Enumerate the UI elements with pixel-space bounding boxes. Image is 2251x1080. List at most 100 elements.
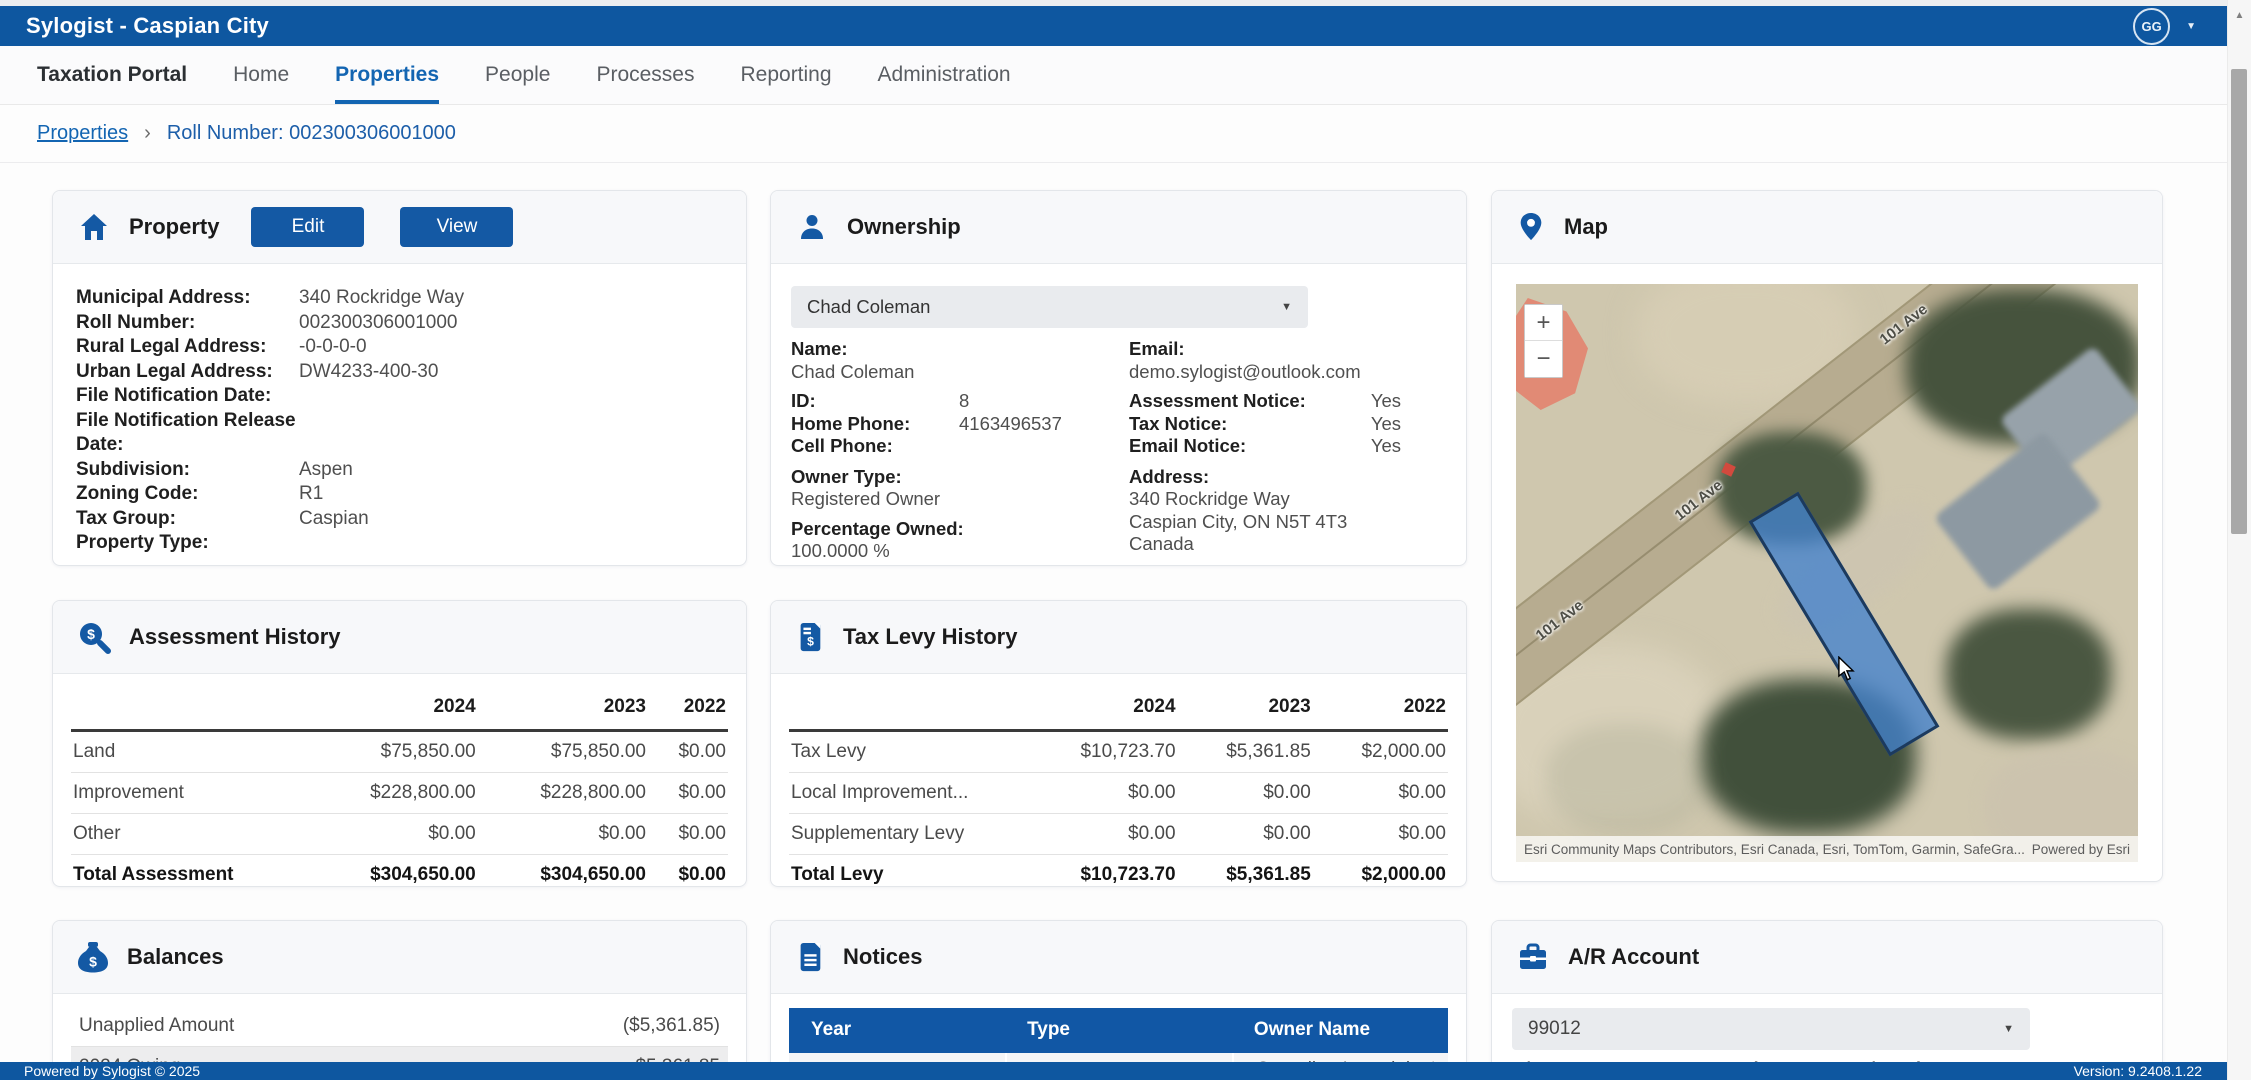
email-notice: Email Notice:Yes: [1129, 435, 1401, 458]
scrollbar-thumb[interactable]: [2231, 69, 2247, 534]
field-file-notification-release-date: File Notification Release Date:: [76, 409, 722, 458]
notices-table-header: Year Type Owner Name: [789, 1008, 1448, 1053]
owner-id: ID:8: [791, 390, 1129, 413]
map-card-title: Map: [1564, 214, 1608, 240]
breadcrumb-properties-link[interactable]: Properties: [37, 122, 128, 145]
year-header: 2023: [1178, 686, 1313, 731]
money-bag-icon: $: [77, 940, 109, 974]
field-urban-legal-address: Urban Legal Address:DW4233-400-30: [76, 360, 722, 385]
chevron-down-icon: ▼: [2003, 1023, 2014, 1035]
column-header-type: Type: [1005, 1008, 1232, 1053]
ar-account-select[interactable]: 99012 ▼: [1512, 1008, 2030, 1050]
tab-reporting[interactable]: Reporting: [740, 46, 831, 104]
notices-document-icon: [795, 940, 825, 974]
svg-text:$: $: [807, 634, 814, 648]
ownership-card: Ownership Chad Coleman ▼ Name: Chad Cole…: [770, 190, 1467, 566]
year-header: 2022: [1313, 686, 1448, 731]
table-row: Supplementary Levy $0.00 $0.00 $0.00: [789, 814, 1448, 855]
user-avatar[interactable]: GG: [2133, 8, 2170, 45]
assessment-history-table: 2024 2023 2022 Land $75,850.00 $75,850.0…: [71, 686, 728, 887]
map-zoom-controls: + −: [1524, 304, 1563, 378]
notices-table: Year Type Owner Name Canadian Imperial B…: [789, 1008, 1448, 1062]
map-powered-by: Powered by Esri: [2032, 842, 2130, 857]
tax-levy-history-table: 2024 2023 2022 Tax Levy $10,723.70 $5,36…: [789, 686, 1448, 887]
chevron-right-icon: ›: [144, 122, 151, 145]
home-icon: [77, 211, 111, 243]
app-header: Sylogist - Caspian City GG ▼: [0, 6, 2251, 46]
field-property-type: Property Type:: [76, 531, 722, 556]
tax-levy-history-card: $ Tax Levy History 2024 2023 2022 Tax Le…: [770, 600, 1467, 887]
ownership-left-column: Name: Chad Coleman ID:8 Home Phone:41634…: [791, 338, 1129, 566]
owner-home-phone: Home Phone:4163496537: [791, 413, 1129, 436]
column-header-owner-name: Owner Name: [1232, 1008, 1448, 1053]
map-attribution: Esri Community Maps Contributors, Esri C…: [1516, 836, 2138, 862]
property-card-title: Property: [129, 214, 219, 240]
footer-version: Version: 9.2408.1.22: [2074, 1063, 2202, 1079]
balance-row-unapplied: Unapplied Amount ($5,361.85): [71, 1006, 728, 1047]
table-row: Improvement $228,800.00 $228,800.00 $0.0…: [71, 773, 728, 814]
map-canvas[interactable]: 101 Ave 101 Ave 101 Ave + − Esri Communi…: [1516, 284, 2138, 862]
owner-type: Owner Type: Registered Owner: [791, 466, 1129, 511]
owner-cell-phone: Cell Phone:: [791, 435, 1129, 458]
map-card: Map 101 Ave 101 Ave 101 Ave: [1491, 190, 2163, 882]
balances-title: Balances: [127, 944, 224, 970]
map-trees: [1546, 724, 1706, 834]
owner-address: Address: 340 Rockridge Way Caspian City,…: [1129, 466, 1401, 556]
property-card: Property Edit View Municipal Address:340…: [52, 190, 747, 566]
assessment-history-card: $ Assessment History 2024 2023 2022 Land…: [52, 600, 747, 887]
tab-administration[interactable]: Administration: [878, 46, 1011, 104]
notices-table-row[interactable]: Canadian Imperial Bank of ▲: [789, 1053, 1448, 1062]
zoom-in-button[interactable]: +: [1525, 305, 1562, 341]
table-total-row: Total Levy $10,723.70 $5,361.85 $2,000.0…: [789, 855, 1448, 888]
owner-name: Name: Chad Coleman: [791, 338, 1129, 383]
table-row: Tax Levy $10,723.70 $5,361.85 $2,000.00: [789, 731, 1448, 773]
balance-row-2024-owing: 2024 Owing $5,361.85: [71, 1047, 728, 1062]
map-pin-icon: [1516, 210, 1546, 244]
briefcase-icon: [1516, 941, 1550, 973]
field-municipal-address: Municipal Address:340 Rockridge Way: [76, 286, 722, 311]
field-tax-group: Tax Group:Caspian: [76, 507, 722, 532]
table-row: Land $75,850.00 $75,850.00 $0.00: [71, 731, 728, 773]
ar-account-title: A/R Account: [1568, 944, 1699, 970]
app-title: Sylogist - Caspian City: [26, 13, 269, 39]
notices-card: Notices Year Type Owner Name Canadian Im…: [770, 920, 1467, 1062]
field-roll-number: Roll Number:002300306001000: [76, 311, 722, 336]
map-trees: [1946, 609, 2111, 739]
footer-powered-by: Powered by Sylogist © 2025: [24, 1063, 200, 1079]
owner-select[interactable]: Chad Coleman ▼: [791, 286, 1308, 328]
tab-processes[interactable]: Processes: [596, 46, 694, 104]
balances-card: $ Balances Unapplied Amount ($5,361.85) …: [52, 920, 747, 1062]
table-row: Local Improvement... $0.00 $0.00 $0.00: [789, 773, 1448, 814]
edit-button[interactable]: Edit: [251, 207, 364, 247]
tax-levy-document-icon: $: [795, 620, 825, 654]
breadcrumb: Properties › Roll Number: 00230030600100…: [0, 105, 2251, 163]
user-menu-caret-icon[interactable]: ▼: [2186, 21, 2196, 32]
ownership-right-column: Email: demo.sylogist@outlook.com Assessm…: [1129, 338, 1401, 566]
scroll-up-arrow-icon[interactable]: ▲: [2228, 0, 2251, 30]
tax-notice: Tax Notice:Yes: [1129, 413, 1401, 436]
svg-text:$: $: [87, 626, 95, 642]
year-header: 2024: [308, 686, 478, 731]
main-nav: Taxation Portal Home Properties People P…: [0, 46, 2251, 105]
chevron-down-icon: ▼: [1281, 296, 1292, 319]
tab-properties[interactable]: Properties: [335, 46, 439, 104]
tab-people[interactable]: People: [485, 46, 550, 104]
field-subdivision: Subdivision:Aspen: [76, 458, 722, 483]
zoom-out-button[interactable]: −: [1525, 341, 1562, 377]
field-rural-legal-address: Rural Legal Address:-0-0-0-0: [76, 335, 722, 360]
person-icon: [795, 211, 829, 243]
view-button[interactable]: View: [400, 207, 513, 247]
assessment-history-title: Assessment History: [129, 624, 341, 650]
breadcrumb-current: Roll Number: 002300306001000: [167, 122, 456, 145]
table-row: Other $0.00 $0.00 $0.00: [71, 814, 728, 855]
assessment-notice: Assessment Notice:Yes: [1129, 390, 1401, 413]
assessment-search-dollar-icon: $: [77, 620, 111, 654]
year-header: 2023: [478, 686, 648, 731]
tax-levy-history-title: Tax Levy History: [843, 624, 1017, 650]
tab-home[interactable]: Home: [233, 46, 289, 104]
owner-email: Email: demo.sylogist@outlook.com: [1129, 338, 1401, 383]
svg-text:$: $: [89, 954, 97, 970]
map-attribution-text: Esri Community Maps Contributors, Esri C…: [1524, 842, 2025, 857]
page-scrollbar[interactable]: ▲: [2227, 0, 2251, 1080]
ownership-card-title: Ownership: [847, 214, 961, 240]
